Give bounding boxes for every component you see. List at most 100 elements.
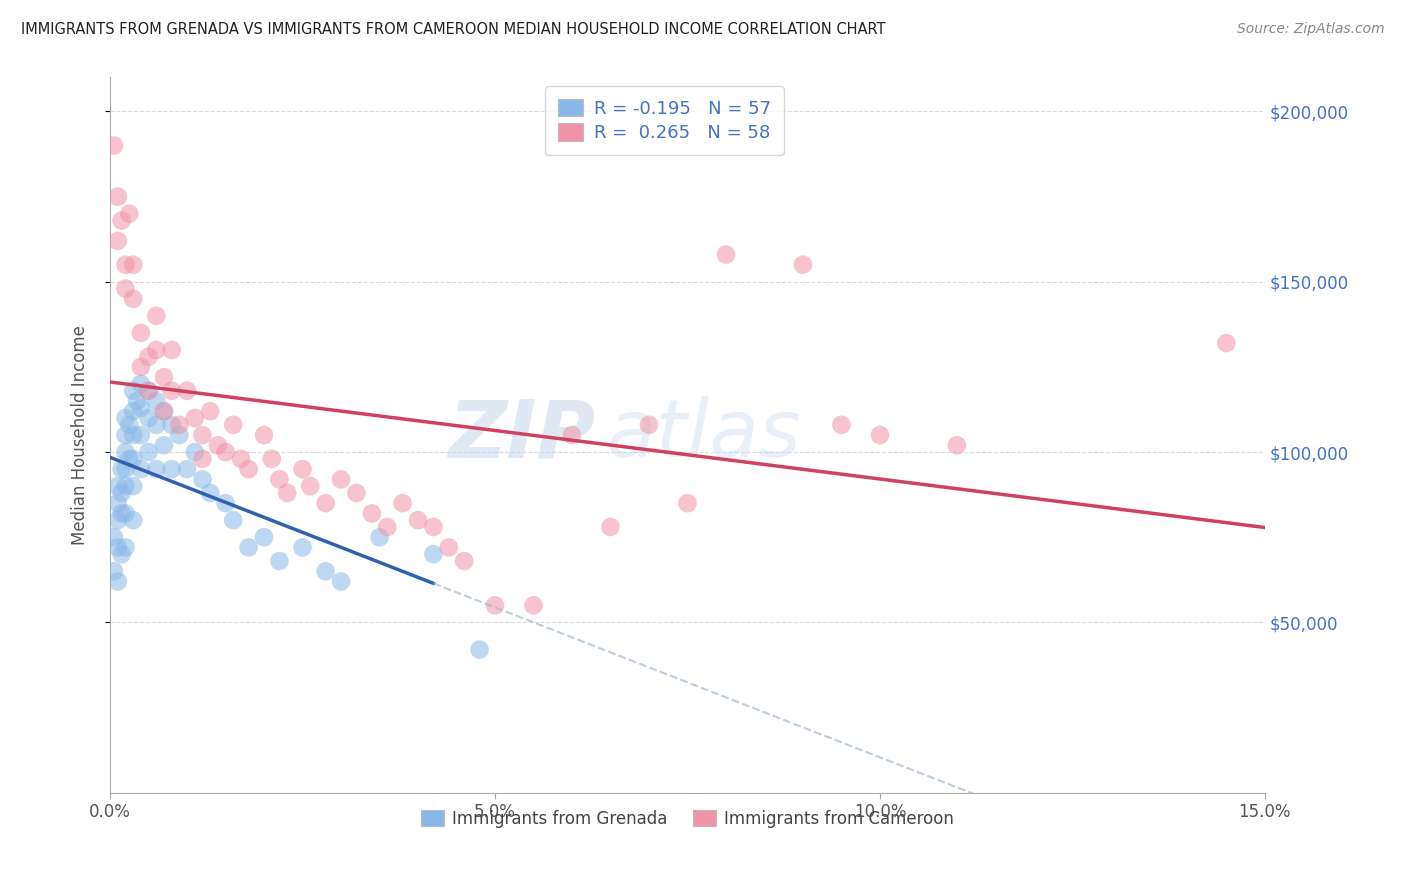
Point [468,642,491,657]
Point [238,541,260,555]
Y-axis label: Median Household Income: Median Household Income [72,325,89,545]
Point [129,376,152,391]
Point [107,541,129,555]
Point [153,370,176,384]
Point [191,451,214,466]
Legend: Immigrants from Grenada, Immigrants from Cameroon: Immigrants from Grenada, Immigrants from… [413,803,960,834]
Point [114,282,136,296]
Point [129,326,152,340]
Point [122,479,145,493]
Point [118,207,141,221]
Point [792,258,814,272]
Point [122,292,145,306]
Point [153,404,176,418]
Point [176,384,198,398]
Point [107,479,129,493]
Point [111,547,134,561]
Point [114,428,136,442]
Point [676,496,699,510]
Point [114,479,136,493]
Point [118,451,141,466]
Text: atlas: atlas [606,396,801,474]
Point [191,428,214,442]
Point [122,428,145,442]
Point [291,541,314,555]
Point [145,343,167,357]
Point [198,486,221,500]
Point [346,486,368,500]
Point [145,462,167,476]
Point [114,258,136,272]
Point [214,445,236,459]
Point [129,359,152,374]
Point [360,507,382,521]
Point [114,507,136,521]
Point [111,462,134,476]
Point [103,530,125,544]
Point [107,234,129,248]
Point [176,462,198,476]
Point [160,462,183,476]
Point [138,350,160,364]
Point [437,541,460,555]
Point [222,417,245,432]
Point [638,417,661,432]
Point [422,547,444,561]
Point [122,258,145,272]
Point [129,428,152,442]
Point [522,599,544,613]
Point [299,479,322,493]
Point [122,404,145,418]
Point [103,564,125,578]
Text: IMMIGRANTS FROM GRENADA VS IMMIGRANTS FROM CAMEROON MEDIAN HOUSEHOLD INCOME CORR: IMMIGRANTS FROM GRENADA VS IMMIGRANTS FR… [21,22,886,37]
Point [276,486,298,500]
Text: ZIP: ZIP [447,396,595,474]
Point [330,472,353,486]
Point [330,574,353,589]
Point [138,445,160,459]
Point [153,438,176,452]
Point [138,384,160,398]
Point [191,472,214,486]
Point [229,451,252,466]
Point [107,496,129,510]
Point [114,411,136,425]
Point [160,417,183,432]
Point [129,462,152,476]
Point [422,520,444,534]
Point [122,384,145,398]
Point [145,417,167,432]
Point [484,599,506,613]
Point [253,530,276,544]
Point [291,462,314,476]
Point [118,417,141,432]
Point [184,445,207,459]
Point [260,451,283,466]
Point [269,472,291,486]
Point [368,530,391,544]
Point [406,513,429,527]
Point [125,394,148,409]
Point [946,438,969,452]
Point [103,138,125,153]
Point [111,486,134,500]
Point [830,417,852,432]
Point [111,507,134,521]
Point [160,343,183,357]
Point [122,451,145,466]
Point [453,554,475,568]
Point [238,462,260,476]
Point [114,445,136,459]
Point [599,520,621,534]
Point [145,309,167,323]
Point [138,384,160,398]
Point [107,513,129,527]
Point [214,496,236,510]
Point [561,428,583,442]
Point [114,541,136,555]
Point [153,404,176,418]
Point [138,411,160,425]
Point [269,554,291,568]
Point [315,564,337,578]
Point [1215,336,1237,351]
